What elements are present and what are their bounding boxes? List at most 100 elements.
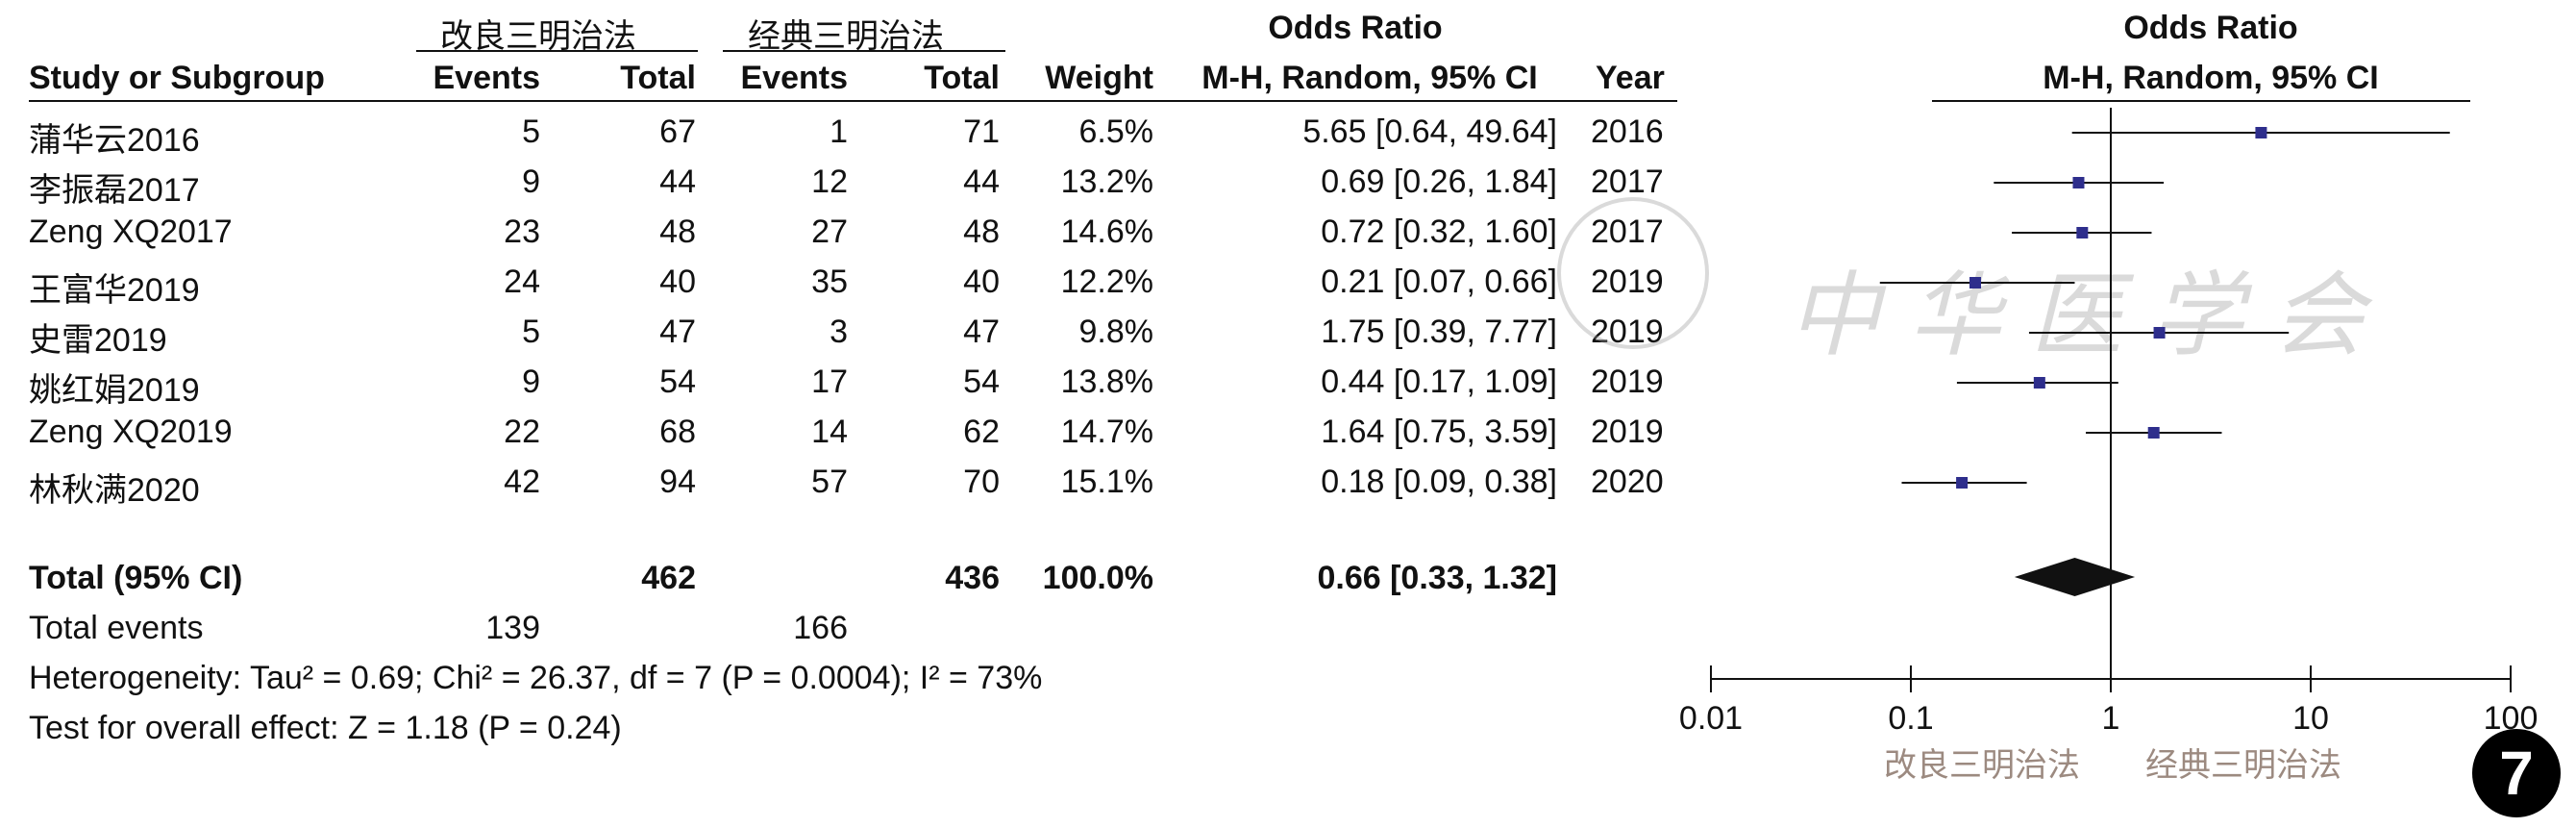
plot-header-title: Odds Ratio [2123,10,2298,46]
x-tick-label: 0.01 [1679,700,1743,737]
study-name: 史雷2019 [29,322,167,359]
weight-value: 15.1% [1060,464,1153,500]
overall-effect-text: Test for overall effect: Z = 1.18 (P = 0… [29,710,622,746]
total-events-e1: 139 [485,610,540,646]
or-ci-value: 0.18 [0.09, 0.38] [1321,464,1557,500]
total2-value: 44 [963,163,1000,200]
events1-value: 42 [504,464,540,500]
weight-value: 14.6% [1060,213,1153,250]
point-estimate-marker [2255,127,2267,138]
total2-value: 40 [963,263,1000,300]
total1-value: 94 [659,464,696,500]
group1-underline [416,50,698,52]
or-ci-value: 0.72 [0.32, 1.60] [1321,213,1557,250]
total2-value: 62 [963,414,1000,450]
events1-value: 24 [504,263,540,300]
total-events-e2: 166 [793,610,848,646]
point-estimate-marker [2153,327,2166,339]
x-tick-label: 10 [2292,700,2329,737]
year-value: 2017 [1591,163,1664,200]
events1-value: 5 [522,314,540,350]
x-tick-label: 0.1 [1888,700,1933,737]
favours-left: 改良三明治法 [1884,747,2080,784]
heterogeneity-text: Heterogeneity: Tau² = 0.69; Chi² = 26.37… [29,660,1043,696]
weight-value: 12.2% [1060,263,1153,300]
events2-value: 3 [830,314,848,350]
total-n2: 436 [945,560,1000,596]
weight-value: 13.8% [1060,364,1153,400]
total-ci: 0.66 [0.33, 1.32] [1317,560,1557,596]
total1-value: 67 [659,113,696,150]
events2-value: 17 [811,364,848,400]
events2-value: 14 [811,414,848,450]
events1-value: 5 [522,113,540,150]
col-total1: Total [620,60,696,96]
watermark-seal [1557,197,1709,349]
study-name: 蒲华云2016 [29,122,200,159]
weight-value: 9.8% [1078,314,1154,350]
events1-value: 9 [522,364,540,400]
total2-value: 47 [963,314,1000,350]
study-name: 林秋满2020 [29,472,200,509]
col-study: Study or Subgroup [29,60,325,96]
total2-value: 71 [963,113,1000,150]
total1-value: 44 [659,163,696,200]
point-estimate-marker [2076,227,2089,238]
col-events1: Events [433,60,541,96]
weight-value: 6.5% [1078,113,1154,150]
point-estimate-marker [2072,177,2085,188]
or-ci-value: 1.64 [0.75, 3.59] [1321,414,1557,450]
study-name: 王富华2019 [29,272,200,309]
plot-header-rule [1932,100,2470,102]
col-or-method: M-H, Random, 95% CI [1201,60,1538,96]
figure-number-badge: 7 [2472,729,2561,817]
total1-value: 68 [659,414,696,450]
group2-header: 经典三明治法 [748,18,944,55]
events1-value: 9 [522,163,540,200]
total-n1: 462 [641,560,696,596]
or-header-title: Odds Ratio [1268,10,1443,46]
year-value: 2019 [1591,364,1664,400]
plot-header-method: M-H, Random, 95% CI [2043,60,2379,96]
total-label: Total (95% CI) [29,560,243,596]
events1-value: 23 [504,213,540,250]
col-events2: Events [740,60,849,96]
or-ci-value: 0.44 [0.17, 1.09] [1321,364,1557,400]
events2-value: 12 [811,163,848,200]
study-name: 姚红娟2019 [29,372,200,409]
total2-value: 48 [963,213,1000,250]
total1-value: 54 [659,364,696,400]
year-value: 2016 [1591,113,1664,150]
or-ci-value: 0.21 [0.07, 0.66] [1321,263,1557,300]
total1-value: 40 [659,263,696,300]
col-total2: Total [924,60,1000,96]
pooled-diamond [2014,558,2136,596]
group2-underline [723,50,1005,52]
total1-value: 47 [659,314,696,350]
table-header-rule [29,100,1677,102]
group1-header: 改良三明治法 [440,18,636,55]
total-events-label: Total events [29,610,204,646]
events2-value: 27 [811,213,848,250]
or-ci-value: 1.75 [0.39, 7.77] [1321,314,1557,350]
total-weight: 100.0% [1042,560,1153,596]
events2-value: 1 [830,113,848,150]
col-weight: Weight [1045,60,1153,96]
col-year: Year [1596,60,1665,96]
or-ci-value: 0.69 [0.26, 1.84] [1321,163,1557,200]
point-estimate-marker [2033,377,2045,389]
point-estimate-marker [1956,477,1969,489]
events1-value: 22 [504,414,540,450]
events2-value: 57 [811,464,848,500]
total2-value: 54 [963,364,1000,400]
total1-value: 48 [659,213,696,250]
or-ci-value: 5.65 [0.64, 49.64] [1302,113,1557,150]
point-estimate-marker [2147,427,2160,439]
study-name: Zeng XQ2017 [29,213,233,250]
year-value: 2020 [1591,464,1664,500]
events2-value: 35 [811,263,848,300]
year-value: 2019 [1591,414,1664,450]
favours-right: 经典三明治法 [2145,747,2341,784]
weight-value: 13.2% [1060,163,1153,200]
